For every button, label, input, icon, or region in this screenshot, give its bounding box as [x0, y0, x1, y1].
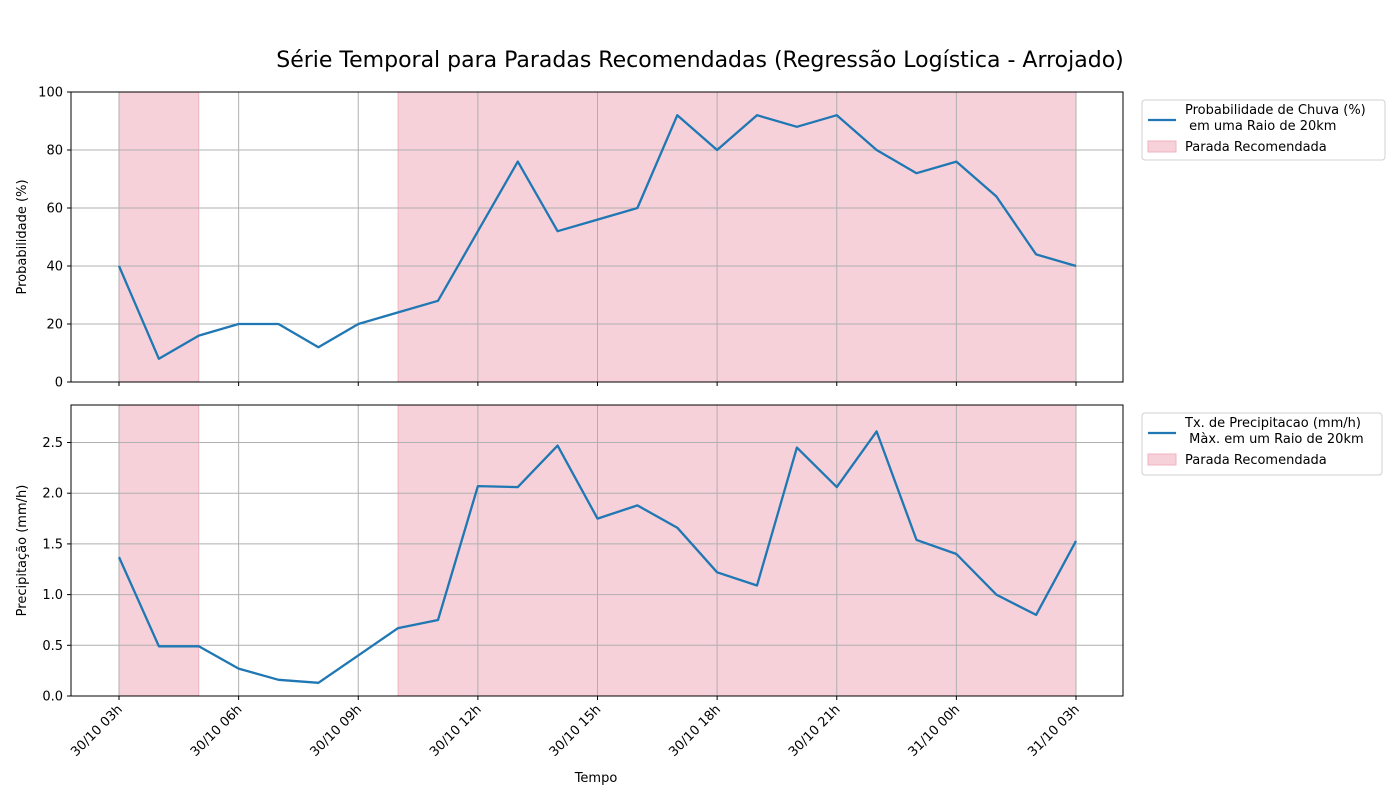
- recommended-stop-span: [118, 405, 200, 696]
- y-tick-label: 0.0: [42, 690, 63, 705]
- legend-series-label: Tx. de Precipitacao (mm/h) Màx. em um Ra…: [1184, 416, 1364, 447]
- y-tick-label: 40: [46, 260, 63, 275]
- legend-shade-swatch: [1147, 453, 1177, 466]
- y-tick-label: 60: [46, 202, 63, 217]
- y-tick-label: 20: [46, 318, 63, 333]
- series-line: [117, 114, 1077, 360]
- y-axis-label: Probabilidade (%): [15, 179, 30, 294]
- panel-0: 0 20 40 60 80 100 Probabilidade (%) Probabilida…: [15, 86, 1386, 391]
- panel-1: 0.0 0.5 1.0 1.5 2.0 2.5 Precipitação (mm/h) Tx.…: [15, 404, 1383, 705]
- y-tick-label: 1.0: [42, 588, 63, 603]
- y-tick-label: 0: [55, 376, 63, 391]
- y-tick-label: 0.5: [42, 639, 63, 654]
- legend-shade-label: Parada Recomendada: [1185, 140, 1327, 155]
- chart-title: Série Temporal para Paradas Recomendadas…: [276, 48, 1123, 73]
- recommended-stop-span: [397, 405, 1077, 696]
- y-tick-label: 2.0: [42, 487, 63, 502]
- y-tick-label: 100: [38, 86, 63, 101]
- y-axis-label: Precipitação (mm/h): [15, 485, 30, 617]
- x-axis-label: Tempo: [574, 771, 618, 786]
- legend-shade-swatch: [1147, 140, 1177, 153]
- recommended-stop-span: [118, 92, 200, 382]
- recommended-stop-span: [397, 92, 1077, 382]
- legend: Tx. de Precipitacao (mm/h) Màx. em um Ra…: [1141, 412, 1383, 476]
- legend-box: [1141, 412, 1383, 476]
- series-line: [117, 430, 1078, 684]
- legend-shade-label: Parada Recomendada: [1185, 453, 1327, 468]
- legend-series-label: Probabilidade de Chuva (%) em uma Raio d…: [1185, 103, 1366, 134]
- y-tick-label: 80: [46, 144, 63, 159]
- legend: Probabilidade de Chuva (%) em uma Raio d…: [1141, 99, 1386, 161]
- y-tick-label: 2.5: [42, 436, 63, 451]
- legend-box: [1141, 99, 1386, 161]
- y-tick-label: 1.5: [42, 537, 63, 552]
